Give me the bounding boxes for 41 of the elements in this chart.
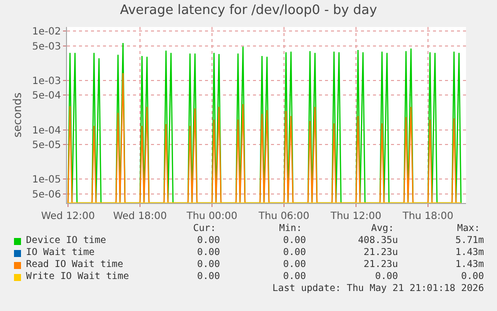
- text: 408.35u: [358, 235, 398, 246]
- text: Min:: [279, 223, 302, 234]
- x-tick-label: Wed 12:00: [41, 211, 95, 222]
- text: 0.00: [197, 247, 220, 258]
- y-tick-label: 5e-05: [32, 140, 61, 152]
- text: 0.00: [197, 235, 220, 246]
- text: 0.00: [283, 247, 306, 258]
- text: 1.43m: [455, 259, 484, 270]
- text: 0.00: [283, 259, 306, 270]
- x-tick-label: Thu 18:00: [402, 211, 454, 222]
- chart-title: Average latency for /dev/loop0 - by day: [120, 2, 378, 18]
- text: Avg:: [371, 223, 394, 234]
- text: 0.00: [283, 235, 306, 246]
- text: Cur:: [193, 223, 216, 234]
- text: 1.43m: [455, 247, 484, 258]
- legend-label: Write IO Wait time: [26, 271, 129, 282]
- y-tick-label: 5e-04: [32, 90, 61, 102]
- x-tick-label: Thu 06:00: [258, 211, 310, 222]
- y-tick-label: 5e-06: [32, 190, 61, 201]
- text: 0.00: [197, 259, 220, 270]
- x-tick-label: Wed 18:00: [113, 211, 167, 222]
- y-tick-label: 5e-03: [32, 41, 61, 52]
- text: 0.00: [461, 271, 484, 282]
- text: 21.23u: [364, 259, 398, 270]
- legend-label: Read IO Wait time: [26, 259, 124, 270]
- text: Last update: Thu May 21 21:01:18 2026: [272, 283, 484, 294]
- x-tick-label: Thu 00:00: [186, 211, 238, 222]
- y-tick-label: 1e-02: [32, 26, 61, 38]
- y-tick-label: 1e-04: [32, 125, 61, 136]
- y-tick-label: 1e-05: [32, 174, 61, 186]
- legend-label: IO Wait time: [26, 247, 95, 258]
- text: Max:: [457, 223, 480, 234]
- text: 0.00: [197, 271, 220, 282]
- y-tick-label: 1e-03: [32, 76, 61, 87]
- text: 0.00: [283, 271, 306, 282]
- legend-label: Device IO time: [26, 235, 106, 246]
- text: 0.00: [375, 271, 398, 282]
- text: 5.71m: [455, 235, 484, 246]
- y-axis-title: seconds: [10, 92, 24, 138]
- x-tick-label: Thu 12:00: [330, 211, 382, 222]
- text: 21.23u: [364, 247, 398, 258]
